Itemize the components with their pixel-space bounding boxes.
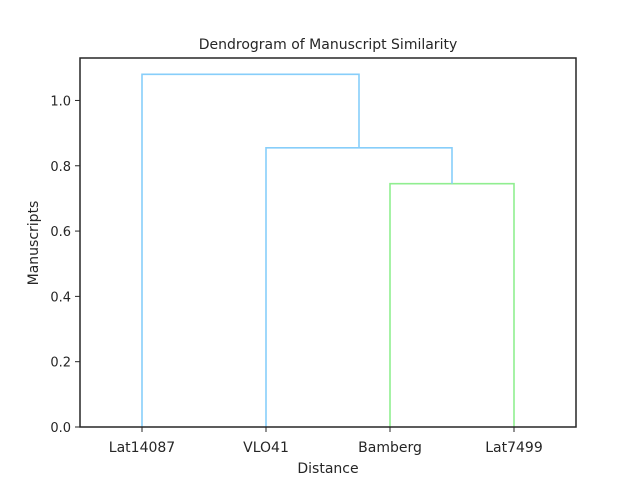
x-axis-label: Distance xyxy=(297,461,358,477)
y-tick-label: 0.4 xyxy=(50,290,71,305)
leaf-label: Lat7499 xyxy=(485,440,543,456)
chart-title: Dendrogram of Manuscript Similarity xyxy=(199,37,457,53)
x-axis-ticks: Lat14087 VLO41 Bamberg Lat7499 xyxy=(109,427,543,456)
y-axis-ticks: 0.0 0.2 0.4 0.6 0.8 1.0 xyxy=(50,94,80,436)
y-axis-label: Manuscripts xyxy=(26,201,42,286)
dendrogram-links xyxy=(141,73,515,427)
y-tick-label: 0.8 xyxy=(50,160,71,175)
y-tick-label: 0.0 xyxy=(50,421,71,436)
y-tick-label: 0.2 xyxy=(50,356,71,371)
dendrogram-link xyxy=(389,182,515,427)
y-tick-label: 0.6 xyxy=(50,225,71,240)
leaf-label: Bamberg xyxy=(358,440,422,456)
y-tick-label: 1.0 xyxy=(50,94,71,109)
plot-frame xyxy=(79,57,577,428)
leaf-label: VLO41 xyxy=(243,440,289,456)
leaf-label: Lat14087 xyxy=(109,440,175,456)
dendrogram-link xyxy=(141,73,360,427)
dendrogram-link xyxy=(265,147,453,427)
